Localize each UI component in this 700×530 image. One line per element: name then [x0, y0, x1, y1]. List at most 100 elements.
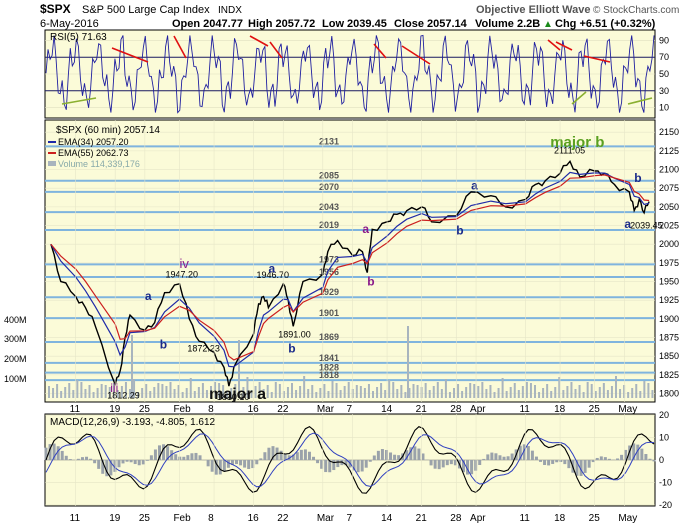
volume-bar: [278, 384, 281, 398]
volume-bar: [631, 388, 634, 398]
macd-histogram-bar: [591, 460, 595, 463]
volume-bar: [408, 388, 411, 398]
rsi-divergence-line: [555, 41, 573, 51]
volume-bar: [586, 382, 589, 398]
macd-histogram-bar: [218, 460, 222, 475]
chart-copyright: © StockCharts.com: [593, 5, 679, 16]
ohlc-change-arrow: ▲: [543, 19, 553, 30]
macd-histogram-bar: [429, 460, 433, 466]
volume-bar: [193, 391, 196, 398]
level-label: 2019: [319, 220, 339, 230]
macd-histogram-bar: [551, 460, 555, 464]
volume-bar: [396, 389, 399, 398]
macd-legend: MACD(12,26,9) -3.193, -4.805, 1.612: [50, 417, 216, 428]
volume-bar: [355, 385, 358, 398]
volume-bar: [173, 389, 176, 398]
macd-histogram-bar: [624, 449, 628, 460]
volume-bar: [210, 386, 212, 398]
volume-bar: [461, 391, 464, 398]
volume-bar: [505, 391, 508, 398]
wave-label: a: [362, 222, 369, 236]
volume-bar: [416, 385, 419, 398]
volume-bar: [477, 386, 480, 398]
x-tick-label: Feb: [173, 404, 191, 415]
volume-bar: [615, 376, 617, 398]
macd-histogram-bar: [60, 450, 64, 460]
rsi-tick-label: 50: [659, 69, 669, 79]
volume-bar: [578, 385, 581, 398]
x-tick-label: 16: [248, 404, 260, 415]
volume-tick-label: 200M: [4, 354, 27, 364]
macd-histogram-bar: [271, 446, 275, 460]
x-tick-label: 11: [519, 513, 530, 524]
volume-bar: [197, 387, 200, 398]
macd-histogram-bar: [97, 460, 101, 469]
price-legend-volume: Volume 114,339,176: [58, 159, 140, 169]
volume-bar: [84, 389, 87, 398]
x-tick-label: 8: [208, 404, 214, 415]
macd-histogram-bar: [194, 452, 198, 460]
volume-bar: [68, 383, 71, 398]
volume-bar: [501, 378, 504, 398]
price-annotation: 1812.29: [107, 390, 140, 400]
volume-bar: [274, 382, 277, 398]
wave-label: b: [288, 341, 295, 355]
volume-bar: [469, 383, 472, 398]
wave-label: b: [367, 274, 374, 288]
volume-bar: [343, 386, 346, 398]
wave-label: a: [145, 289, 152, 303]
rsi-divergence-line: [547, 39, 561, 51]
x-tick-label: 21: [416, 404, 428, 415]
volume-bar: [291, 383, 293, 398]
macd-histogram-bar: [486, 454, 490, 460]
wave-label: b: [456, 223, 463, 237]
x-tick-label: 11: [519, 404, 530, 415]
volume-bar: [465, 387, 468, 398]
x-tick-label: 14: [381, 404, 393, 415]
macd-histogram-bar: [109, 460, 113, 476]
volume-bar: [56, 384, 59, 398]
volume-bar: [497, 388, 500, 398]
x-tick-label: 18: [554, 513, 566, 524]
price-annotation: 2111.05: [554, 145, 585, 155]
macd-histogram-bar: [137, 460, 141, 466]
macd-histogram-bar: [235, 460, 239, 465]
x-tick-label: Mar: [317, 513, 335, 524]
rsi-tick-label: 90: [659, 35, 669, 45]
macd-histogram-bar: [490, 452, 494, 460]
volume-bar: [161, 384, 164, 398]
volume-bar: [96, 388, 99, 398]
volume-bar: [481, 382, 484, 398]
volume-bar: [104, 385, 107, 398]
wave-label: major a: [209, 386, 266, 403]
volume-bar: [404, 392, 407, 398]
macd-histogram-bar: [166, 446, 170, 460]
macd-histogram-bar: [603, 457, 607, 460]
volume-bar: [181, 392, 184, 398]
wave-label: a: [624, 217, 631, 231]
price-annotation: 2039.45: [630, 221, 663, 231]
volume-bar: [412, 384, 415, 398]
level-label: 1901: [319, 308, 339, 318]
volume-bar: [129, 389, 131, 398]
volume-bar: [214, 382, 217, 398]
volume-spike-bar: [407, 326, 409, 398]
x-tick-label: 21: [416, 513, 428, 524]
volume-bar: [542, 388, 545, 398]
rsi-divergence-line: [269, 41, 283, 59]
volume-bar: [367, 384, 370, 398]
macd-histogram-bar: [518, 445, 522, 460]
volume-bar: [250, 390, 253, 398]
volume-bar: [165, 386, 168, 398]
volume-bar: [246, 377, 249, 398]
price-tick-label: 2125: [659, 146, 679, 156]
volume-bar: [635, 384, 638, 398]
macd-histogram-bar: [364, 460, 368, 468]
rsi-divergence-line: [249, 35, 269, 47]
volume-bar: [643, 381, 646, 398]
macd-histogram-bar: [295, 452, 299, 460]
macd-histogram-bar: [89, 458, 93, 460]
volume-bar: [602, 383, 605, 398]
wave-label: a: [268, 262, 275, 276]
volume-bar: [307, 389, 310, 398]
